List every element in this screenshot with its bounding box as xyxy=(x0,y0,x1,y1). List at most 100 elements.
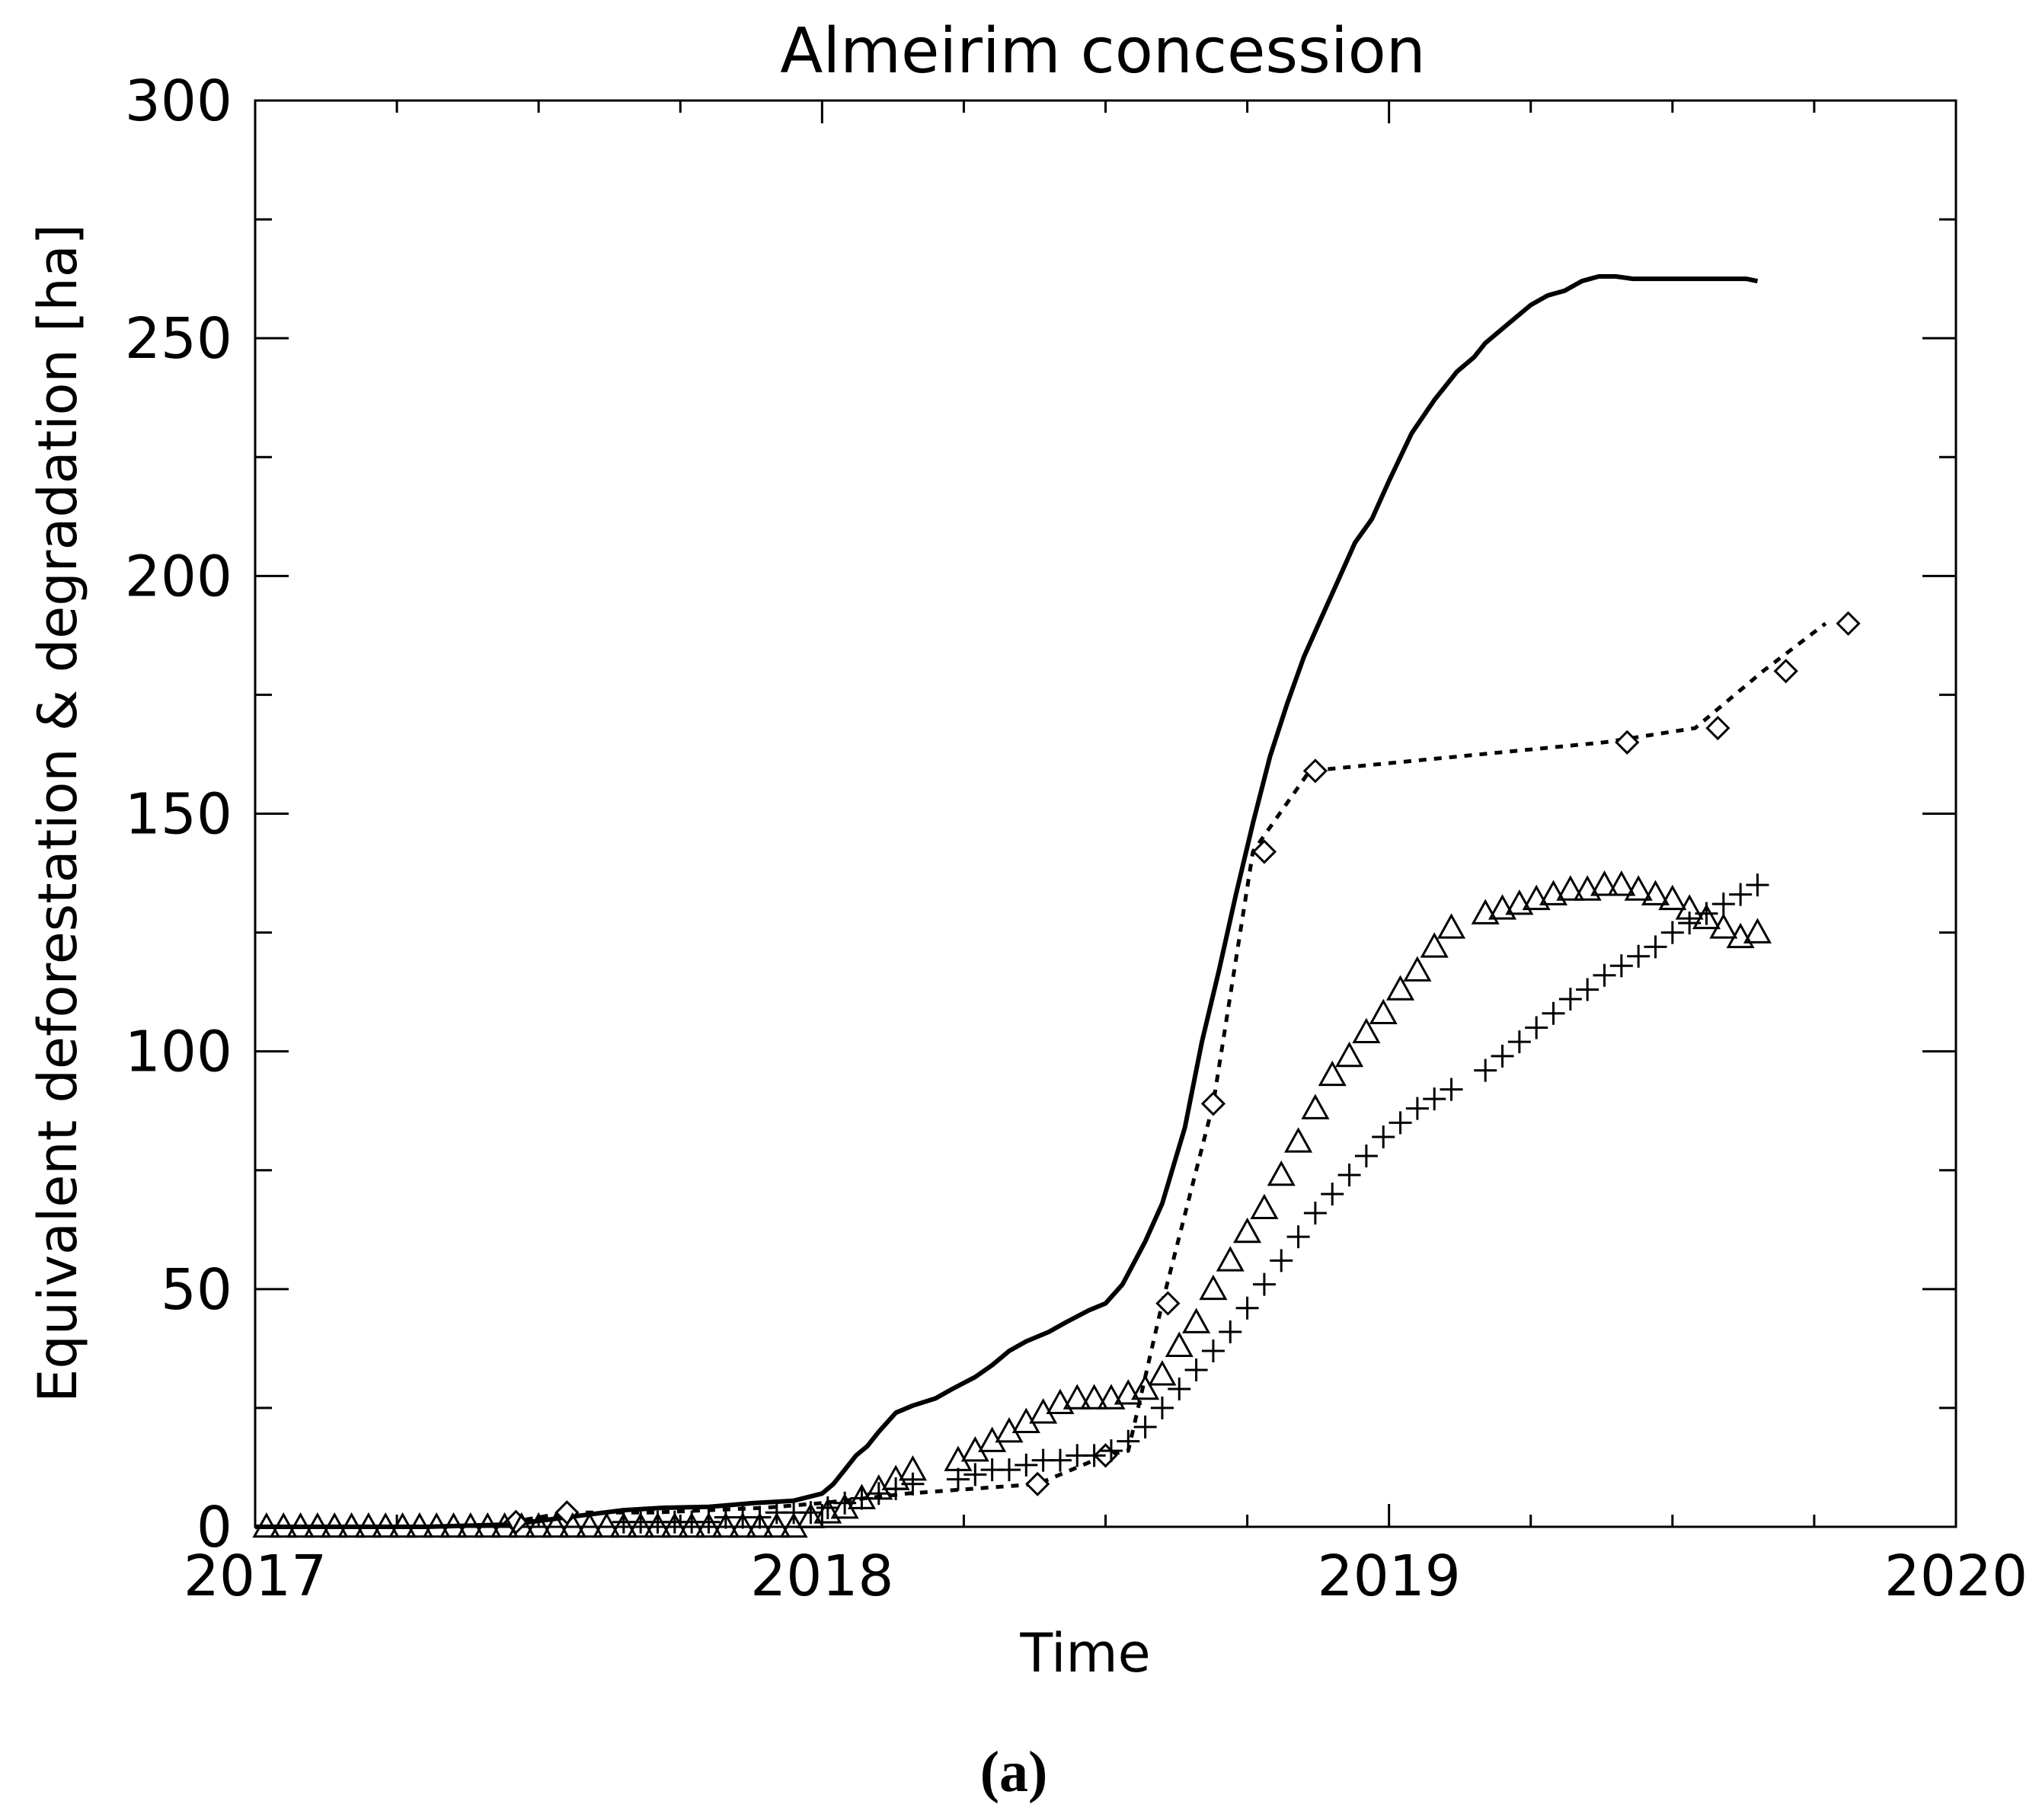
plus-point xyxy=(1099,1439,1123,1463)
plus-point xyxy=(884,1477,908,1501)
triangle-point xyxy=(1641,880,1670,905)
series-diamond-1 xyxy=(503,611,1861,1534)
x-tick-label: 2020 xyxy=(1884,1544,2028,1609)
y-tick-label: 200 xyxy=(125,544,232,609)
plus-point xyxy=(1474,1058,1497,1082)
plus-point xyxy=(901,1472,925,1496)
plus-point xyxy=(697,1510,721,1534)
plus-point xyxy=(1337,1163,1361,1186)
plus-point xyxy=(1048,1448,1072,1472)
triangle-point xyxy=(1709,913,1738,939)
plus-point xyxy=(1303,1201,1327,1225)
triangle-point xyxy=(354,1512,383,1538)
chart-title: Almeirim concession xyxy=(780,15,1426,88)
plus-point xyxy=(1252,1272,1276,1296)
triangle-point xyxy=(1029,1398,1058,1424)
triangle-point xyxy=(609,1512,638,1538)
triangle-point xyxy=(439,1512,468,1538)
triangle-point xyxy=(490,1512,519,1538)
plus-point xyxy=(1321,1182,1344,1205)
x-tick-label: 2019 xyxy=(1318,1544,1461,1609)
triangle-point xyxy=(1199,1274,1228,1301)
plus-point xyxy=(1168,1377,1191,1400)
triangle-point xyxy=(558,1512,587,1538)
triangle-point xyxy=(575,1512,604,1538)
series-none-0 xyxy=(255,274,1759,1529)
triangle-point xyxy=(1624,875,1653,901)
triangle-point xyxy=(1165,1331,1194,1358)
plus-point xyxy=(748,1505,772,1529)
triangle-point xyxy=(745,1512,775,1538)
triangle-point xyxy=(1250,1193,1279,1219)
plus-point xyxy=(1440,1078,1463,1101)
triangle-point xyxy=(660,1512,689,1538)
x-axis-label: Time xyxy=(1019,1622,1150,1684)
y-tick-label: 50 xyxy=(161,1257,232,1323)
triangle-point xyxy=(1352,1017,1381,1043)
triangle-point xyxy=(1080,1384,1109,1410)
triangle-point xyxy=(711,1512,740,1538)
plus-point xyxy=(1201,1339,1225,1362)
triangle-point xyxy=(643,1512,673,1538)
y-tick-label: 100 xyxy=(125,1020,232,1085)
y-axis-label: Equivalent deforestation & degradation [… xyxy=(27,224,89,1403)
triangle-point xyxy=(1216,1246,1245,1272)
plus-point xyxy=(946,1467,970,1491)
triangle-point xyxy=(1573,875,1602,901)
plus-point xyxy=(1491,1044,1514,1068)
diamond-point xyxy=(1773,659,1798,684)
diamond-point xyxy=(1025,1471,1050,1496)
triangle-point xyxy=(1590,870,1619,896)
triangle-point xyxy=(320,1512,349,1538)
triangle-point xyxy=(1420,932,1449,958)
panel-label: (a) xyxy=(980,1740,1048,1804)
triangle-point xyxy=(1148,1360,1177,1386)
triangle-point xyxy=(944,1445,973,1471)
plus-point xyxy=(1184,1358,1208,1381)
triangle-point xyxy=(1369,998,1398,1025)
plus-point xyxy=(1660,921,1684,944)
plus-point xyxy=(1542,1001,1565,1025)
triangle-point xyxy=(1436,913,1466,939)
plus-point xyxy=(1746,873,1769,897)
diamond-point xyxy=(1200,1091,1226,1116)
plus-point xyxy=(1423,1087,1446,1111)
plus-point xyxy=(1082,1444,1106,1467)
y-tick-label: 150 xyxy=(125,782,232,848)
plus-point xyxy=(1150,1396,1174,1419)
triangle-point xyxy=(1335,1041,1364,1068)
triangle-point xyxy=(1182,1308,1211,1333)
x-tick-label: 2017 xyxy=(184,1544,327,1609)
triangle-point xyxy=(337,1512,366,1538)
plus-point xyxy=(1558,987,1582,1011)
triangle-point xyxy=(1556,875,1585,901)
triangle-point xyxy=(1471,899,1500,924)
solid-series-line xyxy=(255,274,1759,1529)
x-axis: 2017 2018 2019 2020 xyxy=(184,101,2028,1609)
plus-point xyxy=(1525,1016,1548,1039)
plus-point xyxy=(1678,912,1702,935)
triangle-point xyxy=(813,1498,842,1524)
x-tick-label: 2018 xyxy=(750,1544,893,1609)
plus-point xyxy=(1235,1296,1259,1320)
plus-point xyxy=(1729,883,1753,906)
plus-point xyxy=(1286,1225,1310,1249)
plus-point xyxy=(1270,1249,1293,1272)
triangle-point xyxy=(677,1512,706,1538)
triangle-point xyxy=(1403,956,1432,982)
y-tick-label: 300 xyxy=(125,69,232,134)
plus-point xyxy=(816,1496,839,1520)
dashed-series-line xyxy=(510,621,1827,1525)
triangle-point xyxy=(1726,922,1755,949)
diamond-point xyxy=(1615,730,1640,755)
triangle-point xyxy=(541,1512,570,1538)
plus-point xyxy=(1405,1097,1429,1120)
triangle-point xyxy=(456,1512,485,1538)
triangle-point xyxy=(1318,1060,1347,1087)
plus-point xyxy=(1609,954,1633,978)
triangle-point xyxy=(388,1512,417,1538)
plus-point xyxy=(1576,978,1599,1001)
triangle-point xyxy=(1097,1384,1126,1410)
triangle-point xyxy=(1743,918,1772,944)
plus-point xyxy=(1695,902,1718,925)
